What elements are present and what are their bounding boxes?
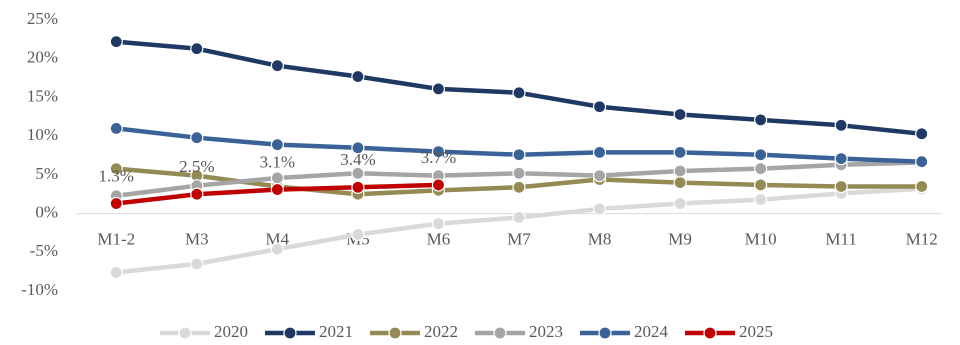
y-tick-label: 15% — [27, 86, 58, 105]
x-tick-label: M3 — [185, 229, 209, 248]
point — [673, 107, 687, 122]
point — [754, 178, 768, 192]
point — [109, 121, 123, 135]
y-tick-label: 25% — [27, 9, 58, 28]
point — [270, 242, 284, 256]
legend-label: 2024 — [634, 322, 669, 341]
point — [754, 113, 768, 127]
point — [754, 148, 768, 162]
point — [512, 166, 526, 180]
point — [351, 166, 365, 180]
point — [351, 180, 365, 194]
point — [592, 145, 607, 160]
data-label: 3.1% — [260, 152, 295, 171]
point — [109, 35, 123, 49]
point — [512, 86, 526, 100]
point — [109, 162, 123, 176]
point — [512, 210, 526, 225]
legend-label: 2023 — [529, 322, 563, 341]
point — [512, 148, 526, 162]
point — [190, 257, 204, 271]
x-tick-label: M8 — [588, 229, 612, 248]
legend-marker — [598, 326, 612, 340]
point — [834, 118, 848, 132]
y-tick-label: -5% — [30, 241, 58, 260]
y-tick-label: 20% — [27, 48, 58, 67]
point — [431, 217, 446, 231]
x-tick-label: M10 — [745, 229, 777, 248]
point — [190, 42, 204, 56]
point — [431, 145, 446, 159]
point — [673, 145, 687, 160]
point — [270, 171, 284, 185]
legend-marker — [283, 326, 297, 340]
point — [915, 127, 929, 141]
y-tick-label: 0% — [35, 202, 58, 221]
point — [109, 265, 123, 280]
point — [190, 187, 204, 201]
x-tick-label: M7 — [507, 229, 531, 248]
data-label: 3.7% — [421, 148, 456, 167]
x-tick-label: M12 — [906, 229, 938, 248]
point — [512, 180, 526, 194]
legend-marker — [493, 326, 507, 340]
x-tick-label: M1-2 — [97, 229, 135, 248]
point — [915, 179, 929, 194]
point — [431, 178, 446, 192]
point — [592, 100, 607, 114]
legend-marker — [178, 326, 192, 340]
legend-label: 2022 — [424, 322, 458, 341]
point — [270, 138, 284, 152]
point — [431, 82, 446, 96]
legend-marker — [388, 326, 402, 340]
point — [834, 151, 848, 166]
point — [915, 155, 929, 169]
point — [351, 227, 365, 242]
data-label: 1.3% — [99, 166, 134, 185]
x-tick-label: M4 — [266, 229, 290, 248]
point — [673, 176, 687, 190]
point — [351, 141, 365, 155]
point — [270, 182, 284, 197]
point — [351, 69, 365, 84]
point — [673, 196, 687, 211]
legend-marker — [703, 326, 717, 340]
x-tick-label: M6 — [427, 229, 451, 248]
x-tick-label: M9 — [668, 229, 692, 248]
point — [109, 196, 123, 211]
point — [270, 59, 284, 73]
point — [190, 131, 204, 145]
point — [592, 169, 607, 183]
legend-label: 2025 — [739, 322, 773, 341]
point — [592, 202, 607, 216]
point — [754, 193, 768, 207]
y-tick-label: -10% — [21, 280, 58, 299]
x-tick-label: M11 — [825, 229, 857, 248]
y-tick-label: 10% — [27, 125, 58, 144]
data-label: 2.5% — [179, 157, 214, 176]
point — [673, 164, 687, 178]
y-tick-label: 5% — [35, 164, 58, 183]
point — [754, 162, 768, 176]
point — [834, 179, 848, 194]
legend-label: 2020 — [214, 322, 248, 341]
legend-label: 2021 — [319, 322, 353, 341]
data-label: 3.4% — [340, 150, 375, 169]
